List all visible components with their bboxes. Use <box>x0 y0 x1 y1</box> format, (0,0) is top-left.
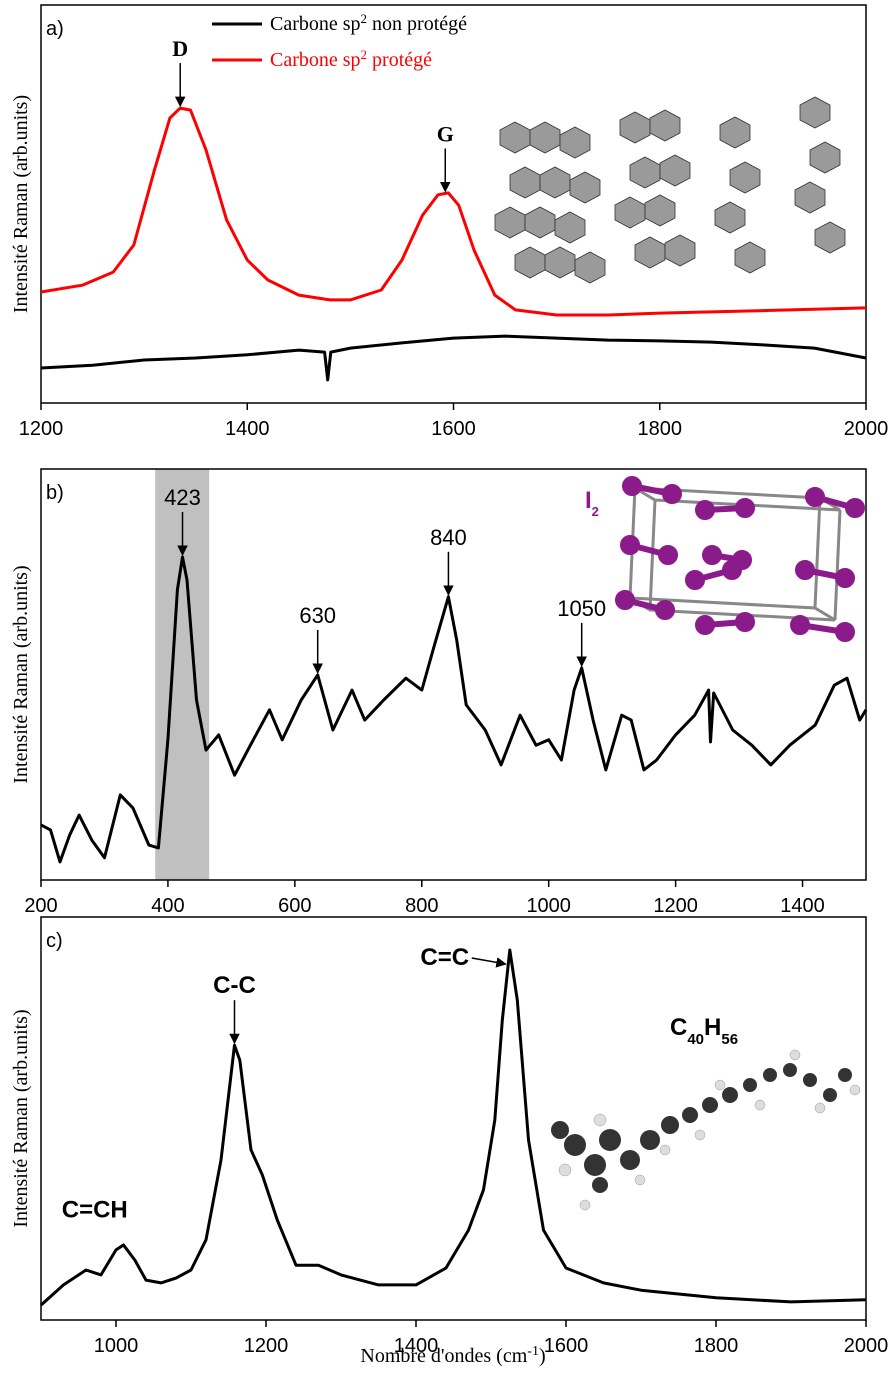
inset-label-part: 2 <box>592 504 599 519</box>
formula-part: H <box>704 1014 721 1041</box>
formula: C40H56 <box>670 1014 738 1048</box>
x-tick-label: 800 <box>405 895 438 917</box>
annotation-label: C-C <box>213 972 256 999</box>
y-axis-label: Intensité Raman (arb.units) <box>10 565 32 783</box>
spectrum-line <box>39 948 867 1307</box>
x-tick-label: 1600 <box>544 1335 589 1357</box>
inset-label: I2 <box>585 487 599 519</box>
legend-label-part: 2 <box>361 11 368 26</box>
legend-label-part: 2 <box>361 47 368 62</box>
x-tick-label: 1000 <box>94 1335 139 1357</box>
x-tick-label: 1800 <box>694 1335 739 1357</box>
x-tick-label: 200 <box>24 895 57 917</box>
legend-label: Carbone sp2 protégé <box>270 47 432 72</box>
annotation-label: 423 <box>164 485 201 510</box>
inset-graphene <box>494 96 846 284</box>
x-tick-label: 1200 <box>653 895 698 917</box>
panel-label: a) <box>46 18 64 40</box>
x-tick-label: 1400 <box>780 895 825 917</box>
legend-label-part: non protégé <box>367 13 467 35</box>
formula-part: 40 <box>687 1031 704 1048</box>
plot-frame <box>40 916 867 1321</box>
x-tick-label: 2000 <box>844 418 889 440</box>
annotation-label: C=CH <box>62 1196 128 1223</box>
spectrum-line <box>40 106 867 317</box>
formula-part: 56 <box>721 1031 738 1048</box>
x-tick-label: 1600 <box>431 418 476 440</box>
x-tick-label: 1200 <box>244 1335 289 1357</box>
plot-frame <box>40 468 867 881</box>
x-axis-label-part: Nombre d'ondes (cm <box>360 1345 527 1367</box>
y-axis-label: Intensité Raman (arb.units) <box>10 95 32 313</box>
panel-label: c) <box>46 930 63 952</box>
annotation-label: G <box>437 121 454 146</box>
annotation-label: 840 <box>430 525 467 550</box>
x-axis-label: Nombre d'ondes (cm-1) <box>360 1344 545 1368</box>
annotation-label: C=C <box>420 944 469 971</box>
x-tick-label: 1200 <box>19 418 64 440</box>
x-tick-label: 600 <box>278 895 311 917</box>
annotation-label: D <box>172 36 188 61</box>
inset-molecule <box>551 1049 861 1211</box>
legend-label: Carbone sp2 non protégé <box>270 11 467 36</box>
y-axis-label: Intensité Raman (arb.units) <box>10 1009 32 1227</box>
x-tick-label: 400 <box>151 895 184 917</box>
spectrum-line <box>40 555 868 864</box>
formula-part: C <box>670 1014 687 1041</box>
x-axis-label-part: -1 <box>527 1344 539 1359</box>
legend-label-part: Carbone sp <box>270 49 361 71</box>
x-tick-label: 1400 <box>225 418 270 440</box>
annotation-label: 1050 <box>557 596 606 621</box>
inset-iodine <box>615 476 865 642</box>
annotation-label: 630 <box>299 603 336 628</box>
x-axis-label-part: ) <box>539 1345 546 1367</box>
x-tick-label: 1000 <box>526 895 571 917</box>
x-tick-label: 1400 <box>394 1335 439 1357</box>
inset-label-part: I <box>585 487 592 514</box>
x-tick-label: 1800 <box>638 418 683 440</box>
x-tick-label: 2000 <box>844 1335 889 1357</box>
legend-label-part: Carbone sp <box>270 13 361 35</box>
spectrum-line <box>40 334 867 382</box>
legend-label-part: protégé <box>367 49 432 71</box>
panel-label: b) <box>46 482 64 504</box>
annotation-arrow <box>471 957 507 968</box>
